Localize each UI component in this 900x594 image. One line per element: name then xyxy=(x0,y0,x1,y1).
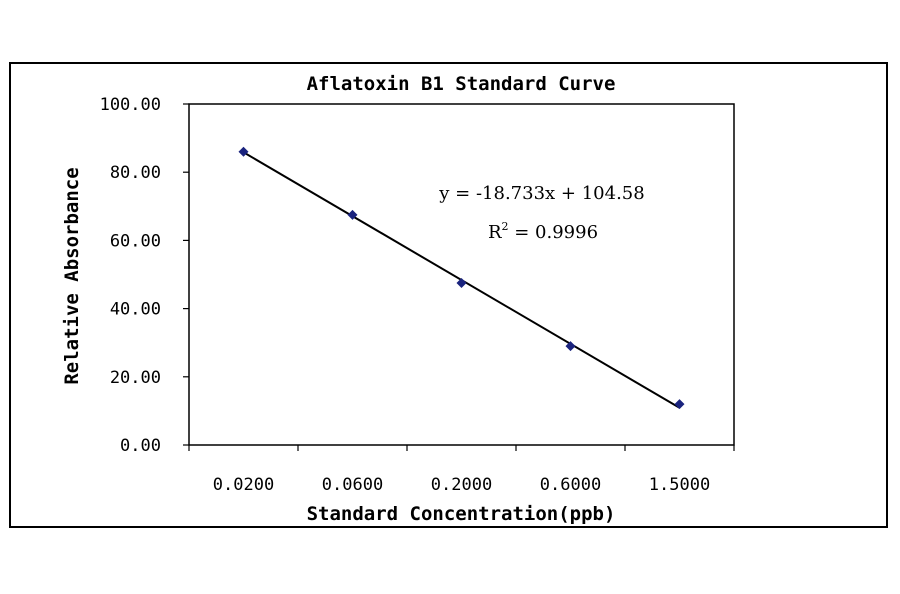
x-tick-label: 0.2000 xyxy=(431,475,492,495)
data-point xyxy=(238,146,249,157)
data-point xyxy=(456,278,467,289)
r-squared-superscript: 2 xyxy=(502,220,509,233)
y-tick-label: 100.00 xyxy=(100,95,161,115)
data-point xyxy=(347,209,358,220)
y-tick-label: 20.00 xyxy=(110,368,161,388)
y-tick-label: 0.00 xyxy=(120,436,161,456)
y-tick-label: 60.00 xyxy=(110,231,161,251)
x-tick-label: 0.6000 xyxy=(540,475,601,495)
y-tick-label: 40.00 xyxy=(110,300,161,320)
data-point xyxy=(565,341,576,352)
r-squared-label: R2 = 0.9996 xyxy=(488,220,598,243)
x-axis-title: Standard Concentration(ppb) xyxy=(307,503,616,525)
r-squared-value: = 0.9996 xyxy=(509,222,599,243)
y-tick-label: 80.00 xyxy=(110,163,161,183)
data-points xyxy=(238,146,685,410)
plot-area xyxy=(188,103,735,446)
x-tick-label: 0.0200 xyxy=(213,475,274,495)
x-tick-label: 1.5000 xyxy=(649,475,710,495)
equation-label: y = -18.733x + 104.58 xyxy=(438,183,644,204)
r-squared-letter: R xyxy=(488,222,502,243)
chart-title: Aflatoxin B1 Standard Curve xyxy=(307,73,616,95)
x-axis: 0.0200 0.0600 0.2000 0.6000 1.5000 xyxy=(188,445,735,495)
y-axis: 0.00 20.00 40.00 60.00 80.00 100.00 xyxy=(100,95,189,456)
x-tick-label: 0.0600 xyxy=(322,475,383,495)
y-axis-title: Relative Absorbance xyxy=(61,167,83,384)
data-point xyxy=(674,399,685,410)
